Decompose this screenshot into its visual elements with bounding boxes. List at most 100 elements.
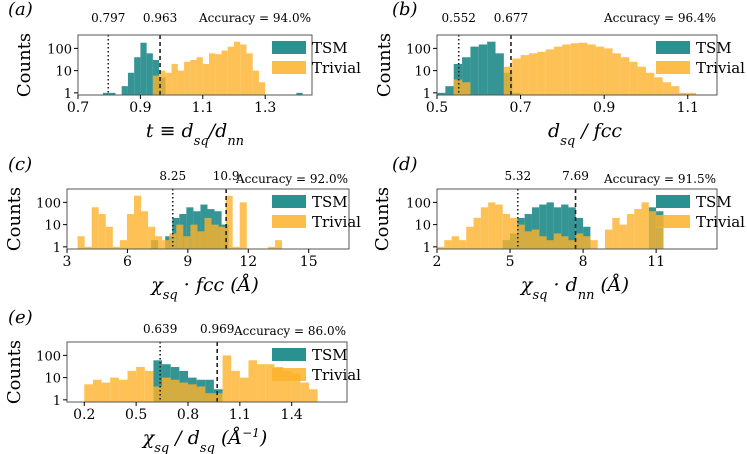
bar-trivial: [466, 226, 474, 249]
bar-tsm: [437, 92, 446, 95]
y-tick-label: 100: [406, 42, 431, 57]
x-tick-label: 2: [433, 254, 442, 270]
x-axis: 3 6 9 12 15: [63, 249, 318, 270]
bar-trivial: [590, 240, 598, 249]
bar-trivial: [77, 236, 85, 249]
y-axis: 1 10 100: [406, 42, 437, 102]
bar-trivial: [187, 384, 197, 402]
bar-tsm: [561, 204, 569, 249]
bar-trivial: [126, 214, 134, 249]
thresholds-group: 0.552 0.677: [442, 11, 528, 95]
bar-trivial: [645, 72, 655, 95]
x-axis-label: t ≡ dsq/dnn: [146, 120, 244, 149]
bar-trivial: [274, 367, 284, 402]
y-tick-label: 100: [36, 349, 61, 364]
xlabel-sub-nn: nn: [227, 134, 244, 149]
bar-trivial: [480, 207, 489, 249]
legend: TSM Trivial: [272, 39, 361, 77]
bar-trivial: [462, 82, 471, 95]
threshold-label: 8.25: [159, 169, 186, 183]
bar-tsm: [568, 207, 576, 249]
bar-tsm: [575, 217, 584, 249]
threshold-label: 0.969: [200, 322, 234, 336]
legend-swatch-tsm: [272, 348, 306, 361]
x-tick-label: 5: [506, 254, 515, 270]
accuracy-text: Accuracy = 96.4%: [603, 11, 716, 25]
y-axis: 1 10 100: [36, 349, 67, 409]
y-tick-label: 10: [414, 219, 431, 234]
bar-trivial: [562, 44, 571, 95]
legend-swatch-tsm: [272, 41, 306, 54]
thresholds-group: 0.639 0.969: [143, 322, 234, 402]
x-tick-label: 1.1: [229, 407, 251, 423]
bar-trivial: [197, 231, 205, 249]
bar-trivial: [641, 202, 649, 249]
bar-trivial: [671, 86, 680, 95]
bar-tsm: [546, 202, 554, 249]
bar-tsm: [172, 217, 180, 249]
bar-trivial: [112, 246, 120, 249]
y-tick-label: 10: [55, 65, 72, 80]
x-axis-label: dsq / fcc: [548, 120, 622, 149]
xlabel-sub-sq: sq: [560, 134, 575, 149]
bar-trivial: [539, 236, 547, 249]
bar-trivial: [531, 229, 540, 249]
x-tick-label: 1.4: [281, 407, 303, 423]
y-axis-label: Counts: [4, 187, 25, 251]
bar-trivial: [240, 44, 247, 95]
bar-trivial: [176, 224, 184, 249]
bar-trivial: [84, 384, 93, 402]
y-tick-label: 1: [423, 87, 431, 102]
bar-tsm: [470, 46, 479, 95]
threshold-label: 7.69: [562, 169, 589, 183]
panel-e: (e) Accuracy = 86.0% 0.639 0.969 0.2 0.5 0.…: [4, 307, 361, 454]
panel-label: (b): [392, 0, 418, 20]
bar-trivial: [451, 236, 459, 249]
bar-trivial: [546, 240, 554, 249]
bar-trivial: [105, 226, 113, 249]
x-axis: 0.2 0.5 0.8 1.1 1.4: [73, 402, 303, 423]
bar-trivial: [291, 373, 301, 402]
bar-tsm: [121, 86, 128, 95]
bars-group: [437, 41, 697, 95]
legend-swatch-trivial: [272, 61, 306, 74]
xlabel-t: t: [146, 120, 154, 142]
bar-trivial: [637, 66, 646, 95]
bar-trivial: [620, 57, 630, 95]
bar-trivial: [184, 61, 191, 95]
bar-trivial: [165, 72, 172, 95]
x-tick-label: 0.7: [509, 100, 531, 116]
bar-trivial: [252, 70, 259, 95]
bar-tsm: [553, 207, 562, 249]
xlabel-close: ): [259, 427, 267, 449]
bar-trivial: [662, 82, 672, 95]
bar-tsm: [146, 53, 153, 95]
threshold-label: 10.9: [213, 169, 240, 183]
y-tick-label: 10: [44, 372, 61, 387]
x-tick-label: 0.8: [177, 407, 199, 423]
legend-label-trivial: Trivial: [696, 59, 745, 77]
legend-swatch-trivial: [272, 215, 306, 228]
bar-trivial: [248, 360, 258, 402]
x-tick-label: 1.1: [677, 100, 699, 116]
bar-trivial: [225, 195, 233, 249]
bars-group: [77, 195, 283, 249]
bar-trivial: [575, 233, 584, 249]
plot-frame: [66, 341, 348, 403]
bar-trivial: [101, 382, 111, 402]
xlabel-sub-sq: sq: [163, 288, 178, 303]
bar-trivial: [512, 58, 521, 95]
x-axis: 2 5 8 11: [433, 249, 665, 270]
y-axis: 1 10 100: [36, 196, 67, 256]
bar-trivial: [444, 240, 452, 249]
bar-trivial: [553, 233, 562, 249]
xlabel-chi: χ: [141, 427, 156, 449]
bar-trivial: [141, 211, 149, 249]
xlabel-chi: χ: [519, 274, 534, 296]
legend-label-tsm: TSM: [312, 39, 348, 57]
bar-trivial: [91, 207, 99, 249]
bar-trivial: [159, 70, 166, 95]
bar-trivial: [204, 217, 212, 249]
bar-tsm: [296, 92, 303, 95]
xlabel-dot: · d: [547, 274, 577, 296]
